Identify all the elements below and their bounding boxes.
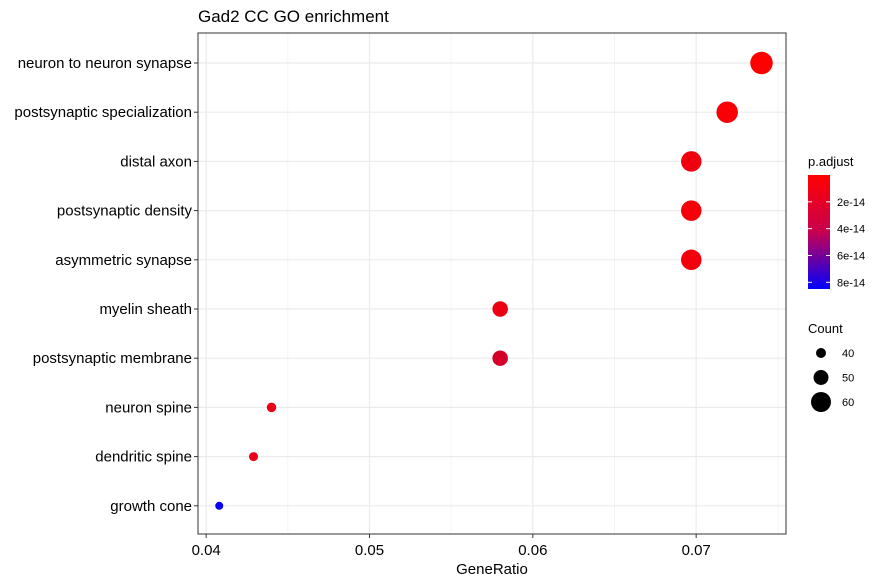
color-legend-title: p.adjust <box>808 154 854 169</box>
data-point <box>492 301 508 317</box>
data-point <box>249 452 259 462</box>
x-tick-label: 0.06 <box>518 542 547 559</box>
y-tick-label: postsynaptic density <box>57 203 193 220</box>
grid <box>198 33 786 534</box>
chart-title: Gad2 CC GO enrichment <box>198 7 389 26</box>
size-legend-label: 40 <box>842 348 854 360</box>
size-legend-label: 50 <box>842 373 854 385</box>
size-legend-entries: 40 50 60 <box>811 348 854 412</box>
size-legend-key <box>816 348 826 358</box>
color-legend-tick-label: 4e-14 <box>837 224 865 236</box>
data-point <box>716 101 738 123</box>
data-point <box>681 151 702 172</box>
y-tick-label: postsynaptic specialization <box>14 104 192 121</box>
data-point <box>681 200 702 221</box>
x-tick-label: 0.07 <box>682 542 711 559</box>
data-point <box>681 249 702 271</box>
x-tick-label: 0.04 <box>192 542 221 559</box>
y-tick-label: growth cone <box>110 498 192 515</box>
y-tick-label: dendritic spine <box>95 449 192 466</box>
y-tick-label: distal axon <box>120 153 192 170</box>
y-tick-label: asymmetric synapse <box>55 252 192 269</box>
data-point <box>492 350 508 366</box>
x-axis: 0.04 0.05 0.06 0.07 <box>192 534 711 559</box>
size-legend-key <box>813 370 829 385</box>
data-point <box>750 51 773 75</box>
x-tick-label: 0.05 <box>355 542 384 559</box>
y-tick-label: postsynaptic membrane <box>33 350 192 367</box>
size-legend-label: 60 <box>842 397 854 409</box>
points <box>215 51 773 510</box>
x-axis-label: GeneRatio <box>456 561 528 578</box>
size-legend-title: Count <box>808 321 843 336</box>
y-tick-label: neuron to neuron synapse <box>18 55 192 72</box>
data-point <box>266 402 277 413</box>
color-legend-bar <box>808 175 830 289</box>
plot-panel-border <box>197 32 787 535</box>
y-tick-label: neuron spine <box>105 399 192 416</box>
data-point <box>215 501 224 510</box>
color-legend-tick-label: 8e-14 <box>837 277 865 289</box>
color-legend: p.adjust 2e-14 4e-14 6e-14 8e-14 <box>808 154 865 289</box>
color-legend-tick-label: 2e-14 <box>837 197 865 209</box>
size-legend-key <box>811 392 831 412</box>
size-legend: Count 40 50 60 <box>808 321 854 412</box>
y-axis: neuron to neuron synapse postsynaptic spe… <box>14 55 198 515</box>
color-legend-ticks: 2e-14 4e-14 6e-14 8e-14 <box>808 197 865 289</box>
color-legend-tick-label: 6e-14 <box>837 250 865 262</box>
y-tick-label: myelin sheath <box>99 301 192 318</box>
